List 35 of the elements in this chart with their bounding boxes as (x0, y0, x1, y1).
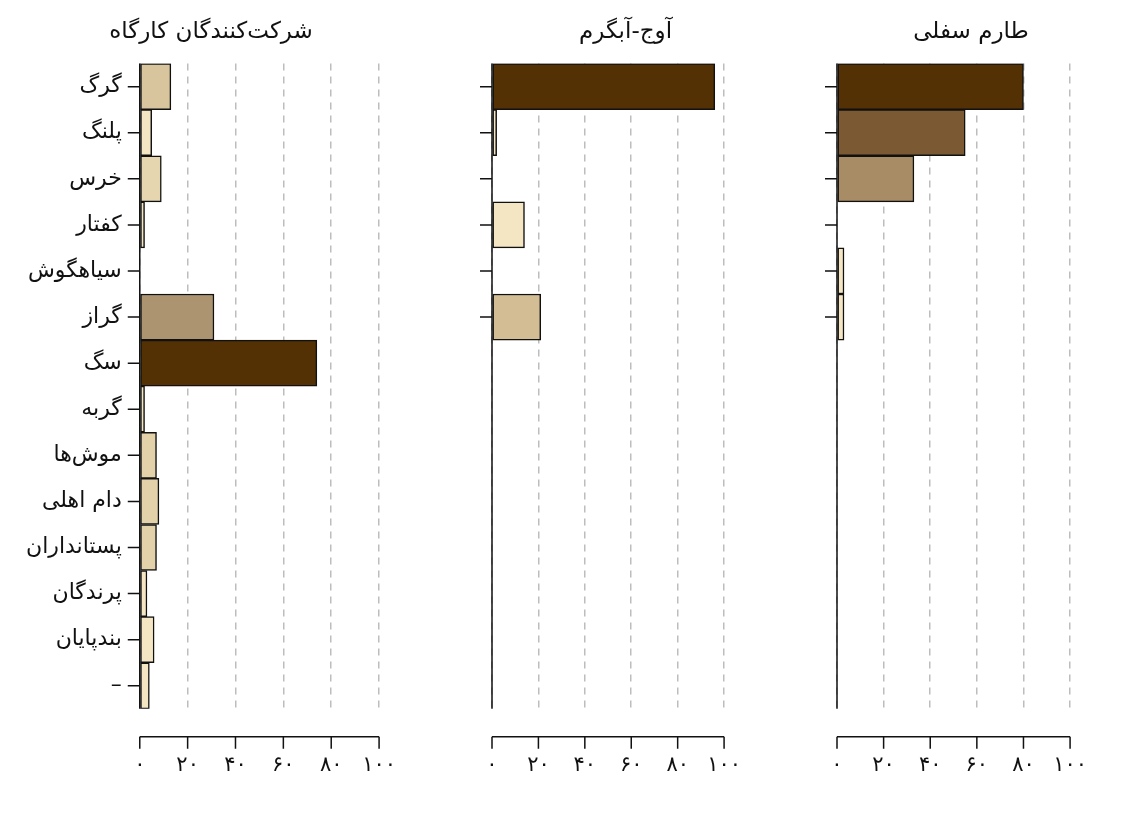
x-tick-label: ۱۰۰ (707, 751, 741, 776)
y-tick-label: بندپایان (55, 625, 122, 652)
chart-title: طارم سفلی (913, 16, 1029, 44)
x-tick-label: ۸۰ (1012, 751, 1035, 776)
x-tick-label: ۰ (831, 751, 843, 776)
y-tick-label: گراز (81, 302, 123, 328)
x-tick-label: ۴۰ (918, 751, 942, 776)
x-tick-label: ۰ (486, 751, 498, 776)
x-tick-label: ۰ (134, 751, 146, 776)
x-tick-label: ۶۰ (272, 751, 295, 776)
y-tick-label: پلنگ (82, 118, 122, 145)
x-tick-label: ۲۰ (872, 751, 895, 776)
x-tick-label: ۶۰ (965, 751, 989, 776)
x-tick-label: ۲۰ (176, 751, 199, 776)
y-tick-label: سگ (83, 348, 122, 374)
x-tick-label: ۱۰۰ (362, 751, 396, 776)
y-tick-label: – (110, 671, 122, 697)
y-tick-label: پرندگان (52, 579, 122, 606)
y-tick-label: سیاهگوش (28, 256, 122, 283)
y-tick-label: کفتار (75, 210, 123, 236)
x-tick-label: ۸۰ (319, 751, 343, 776)
x-tick-label: ۱۰۰ (1053, 751, 1087, 776)
x-tick-label: ۴۰ (573, 751, 597, 776)
chart-title: شرکت‌کنندگان کارگاه (109, 16, 313, 44)
x-tick-label: ۴۰ (224, 751, 247, 776)
y-tick-label: پستانداران (25, 533, 122, 560)
y-tick-label: گربه (81, 394, 123, 420)
chart-title: آوج-آبگرم (578, 15, 674, 44)
x-tick-label: ۲۰ (527, 751, 550, 776)
y-tick-label: دام اهلی (41, 487, 122, 513)
x-tick-label: ۶۰ (619, 751, 643, 776)
y-tick-label: خرس (69, 164, 122, 191)
y-tick-label: موش‌ها (53, 441, 122, 468)
x-tick-label: ۸۰ (666, 751, 689, 776)
y-tick-label: گرگ (79, 72, 123, 98)
